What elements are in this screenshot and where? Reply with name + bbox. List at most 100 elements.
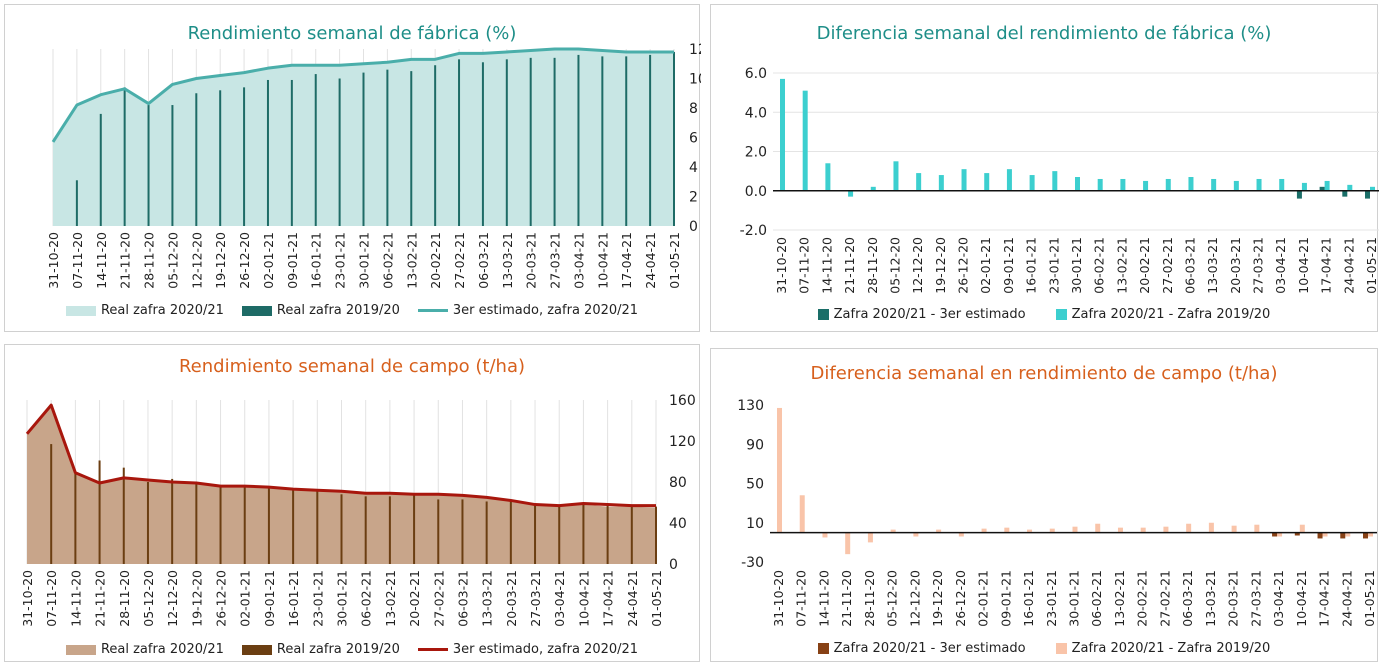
y-tick-label: 0 (689, 219, 698, 235)
y-tick-label: 6.0 (745, 66, 767, 82)
chart-panel-dif-campo: Diferencia semanal en rendimiento de cam… (710, 348, 1378, 662)
bar-zafra-vs-2019-20 (1211, 178, 1217, 191)
x-tick-label: 27-03-21 (1251, 237, 1266, 294)
x-tick-label: 30-01-21 (357, 232, 372, 289)
x-tick-label: 10-04-21 (576, 570, 591, 627)
bar-real-2019-20 (485, 501, 488, 564)
bar-zafra-vs-2019-20 (1233, 180, 1239, 191)
bar-real-2019-20 (434, 65, 437, 226)
y-tick-label: 2 (689, 190, 698, 206)
x-tick-label: 09-01-21 (285, 232, 300, 289)
legend-label: Real zafra 2019/20 (276, 642, 400, 657)
x-tick-label: 13-02-21 (383, 570, 398, 627)
bar-zafra-vs-2019-20 (1279, 178, 1285, 191)
legend-label: Zafra 2020/21 - 3er estimado (833, 641, 1026, 656)
x-tick-label: 03-04-21 (571, 232, 586, 289)
chart-plot-dif-campo: -30 10 50 90 130 31-10-20 07-11-20 14-11-20 21-1… (737, 398, 1377, 627)
x-tick-label: 20-02-21 (428, 232, 443, 289)
x-tick-label: 07-11-20 (797, 237, 812, 294)
y-tick-label: 90 (746, 437, 764, 453)
bar-real-2019-20 (505, 59, 508, 227)
x-tick-label: 10-04-21 (1296, 237, 1311, 294)
bar-real-2019-20 (577, 54, 580, 227)
bar-real-2019-20 (147, 105, 150, 226)
x-tick-label: 13-03-21 (480, 570, 495, 627)
chart-plot-fabrica: 0 2 4 6 8 10 12 31-10-20 07-11-20 14-11-20 21-11-2… (46, 42, 701, 289)
x-tick-label: 13-02-21 (404, 232, 419, 289)
bar-zafra-vs-2019-20 (845, 532, 851, 555)
bar-zafra-vs-2019-20 (1301, 182, 1307, 191)
x-tick-label: 12-12-20 (907, 570, 922, 627)
bar-zafra-vs-2019-20 (1027, 529, 1033, 533)
y-tick-label: 2.0 (745, 145, 767, 161)
x-tick-label: 01-05-21 (1362, 570, 1377, 627)
legend-swatch (241, 305, 272, 316)
x-tick-label: 01-05-21 (1364, 237, 1379, 294)
bar-zafra-vs-2019-20 (916, 173, 922, 191)
legend-item: 3er estimado, zafra 2020/21 (417, 642, 638, 657)
bar-zafra-vs-2019-20 (1254, 524, 1260, 533)
chart-panel-fabrica: Rendimiento semanal de fábrica (%) 0 2 4 6 8… (4, 4, 701, 332)
bar-zafra-vs-2019-20 (1140, 527, 1146, 533)
legend-label: Zafra 2020/21 - Zafra 2019/20 (1071, 641, 1271, 656)
bar-real-2019-20 (558, 504, 561, 564)
chart-legend: Zafra 2020/21 - 3er estimado Zafra 2020/… (711, 307, 1377, 322)
line-series-3er-estimado (51, 47, 674, 143)
x-tick-label: 02-01-21 (238, 570, 253, 627)
legend-item: Real zafra 2019/20 (241, 642, 400, 657)
bar-zafra-vs-3er-estimado (1365, 190, 1370, 199)
x-tick-label: 16-01-21 (1024, 237, 1039, 294)
x-tick-label: 19-12-20 (189, 570, 204, 627)
bar-real-2019-20 (413, 495, 416, 564)
x-tick-label: 21-11-20 (839, 570, 854, 627)
bar-real-2019-20 (74, 473, 77, 564)
bar-real-2019-20 (340, 494, 343, 564)
y-tick-label: 0 (669, 557, 678, 573)
x-tick-label: 26-12-20 (956, 237, 971, 294)
bar-real-2019-20 (314, 74, 317, 226)
bar-zafra-vs-2019-20 (777, 407, 782, 533)
x-tick-label: 06-03-21 (476, 232, 491, 289)
bar-zafra-vs-2019-20 (1322, 532, 1328, 537)
x-tick-label: 07-11-20 (794, 570, 809, 627)
x-tick-label: 01-05-21 (649, 570, 664, 627)
chart-plot-dif-fabrica: -2.0 0.0 2.0 4.0 6.0 31-10-20 07-11-20 14-11-20… (740, 66, 1379, 294)
legend-item: Zafra 2020/21 - 3er estimado (817, 641, 1026, 656)
x-tick-label: 30-01-21 (1067, 570, 1082, 627)
x-tick-label: 09-01-21 (998, 570, 1013, 627)
bar-real-2019-20 (388, 496, 391, 564)
chart-title: Diferencia semanal en rendimiento de cam… (810, 363, 1278, 384)
x-tick-label: 31-10-20 (20, 570, 35, 627)
bar-real-2019-20 (673, 51, 675, 227)
bar-real-2019-20 (458, 59, 461, 227)
bar-zafra-vs-2019-20 (867, 532, 873, 543)
legend-label: Real zafra 2020/21 (100, 642, 224, 657)
bar-real-2019-20 (243, 87, 246, 226)
x-tick-label: 26-12-20 (237, 232, 252, 289)
bar-real-2019-20 (386, 69, 389, 227)
x-tick-label: 19-12-20 (933, 237, 948, 294)
x-tick-label: 10-04-21 (595, 232, 610, 289)
x-tick-label: 20-02-21 (1135, 570, 1150, 627)
bar-zafra-vs-2019-20 (1143, 180, 1149, 191)
x-tick-label: 06-02-21 (1089, 570, 1104, 627)
y-tick-label: 50 (746, 477, 764, 493)
x-tick-label: 12-12-20 (165, 570, 180, 627)
bar-real-2019-20 (316, 491, 319, 564)
bar-real-2019-20 (606, 505, 609, 564)
bar-zafra-vs-2019-20 (799, 495, 805, 533)
x-tick-label: 06-02-21 (1092, 237, 1107, 294)
x-tick-label: 20-02-21 (407, 570, 422, 627)
bar-zafra-vs-2019-20 (1347, 184, 1353, 191)
bar-real-2019-20 (195, 483, 198, 564)
x-tick-label: 28-11-20 (862, 570, 877, 627)
x-tick-label: 05-12-20 (887, 237, 902, 294)
chart-title: Diferencia semanal del rendimiento de fá… (816, 23, 1272, 44)
bar-zafra-vs-2019-20 (1368, 532, 1373, 537)
bar-zafra-vs-2019-20 (1097, 178, 1103, 191)
x-tick-label: 26-12-20 (953, 570, 968, 627)
x-tick-label: 27-02-21 (1157, 570, 1172, 627)
x-tick-label: 14-11-20 (68, 570, 83, 627)
x-tick-label: 20-02-21 (1137, 237, 1152, 294)
bar-zafra-vs-2019-20 (1072, 526, 1078, 533)
